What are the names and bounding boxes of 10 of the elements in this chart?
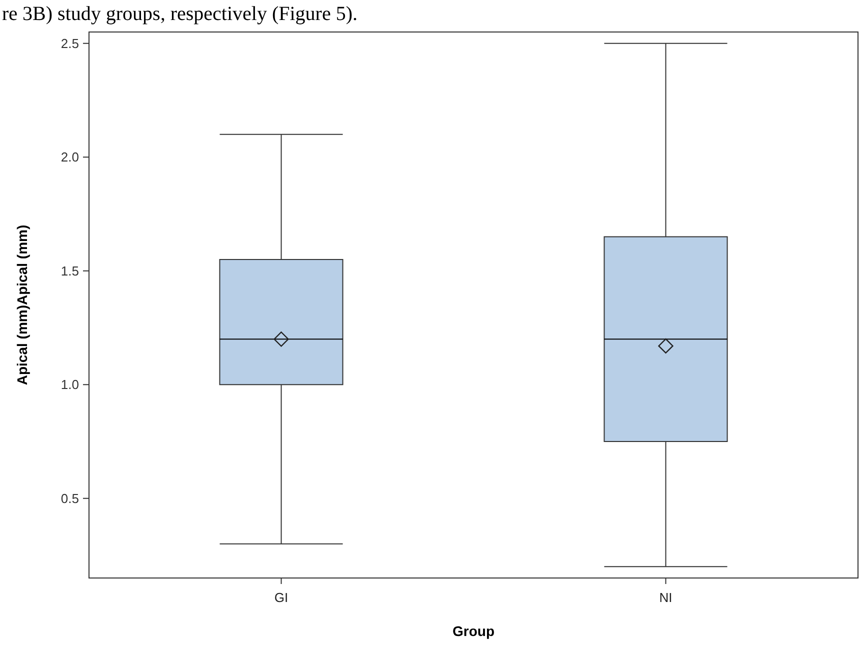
y-axis-title: Apical (mm)Apical (mm) [14, 224, 30, 386]
y-tick-label: 0.5 [60, 490, 79, 506]
text: re 3B) study groups, respectively (Figure 5). [2, 3, 358, 25]
y-tick-label: 1.0 [60, 377, 79, 392]
x-tick-label: NI [659, 590, 672, 605]
x-axis-title: Group [452, 623, 494, 639]
y-tick-label: 1.5 [60, 263, 79, 278]
y-tick-label: 2.0 [60, 150, 79, 165]
y-tick-label: 2.5 [60, 36, 79, 51]
x-tick-label: GI [274, 590, 288, 605]
